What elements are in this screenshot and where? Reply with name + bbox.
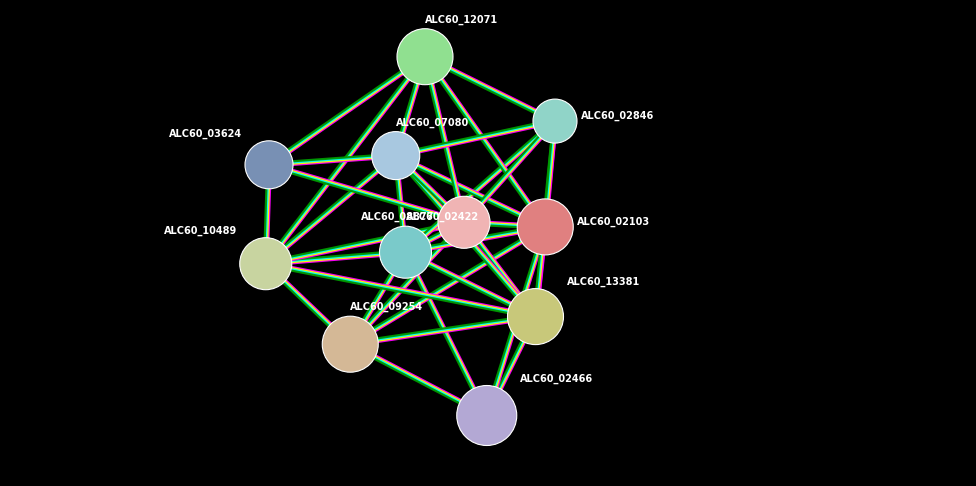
Text: ALC60_03624: ALC60_03624 (169, 128, 242, 139)
Circle shape (380, 226, 431, 278)
Text: ALC60_08877: ALC60_08877 (360, 212, 434, 222)
Text: ALC60_07080: ALC60_07080 (395, 117, 469, 128)
Circle shape (372, 132, 420, 180)
Text: ALC60_02422: ALC60_02422 (405, 212, 478, 222)
Circle shape (322, 316, 379, 372)
Text: ALC60_02103: ALC60_02103 (577, 217, 650, 227)
Text: ALC60_09254: ALC60_09254 (350, 302, 424, 312)
Circle shape (517, 199, 573, 255)
Text: ALC60_13381: ALC60_13381 (566, 277, 639, 287)
Circle shape (245, 141, 293, 189)
Circle shape (397, 29, 453, 85)
Circle shape (533, 99, 577, 143)
Circle shape (240, 238, 292, 290)
Circle shape (457, 385, 516, 446)
Text: ALC60_02846: ALC60_02846 (581, 111, 654, 121)
Text: ALC60_10489: ALC60_10489 (164, 226, 237, 236)
Circle shape (438, 196, 490, 248)
Text: ALC60_02466: ALC60_02466 (520, 373, 592, 383)
Text: ALC60_12071: ALC60_12071 (425, 15, 498, 25)
Circle shape (508, 289, 563, 345)
